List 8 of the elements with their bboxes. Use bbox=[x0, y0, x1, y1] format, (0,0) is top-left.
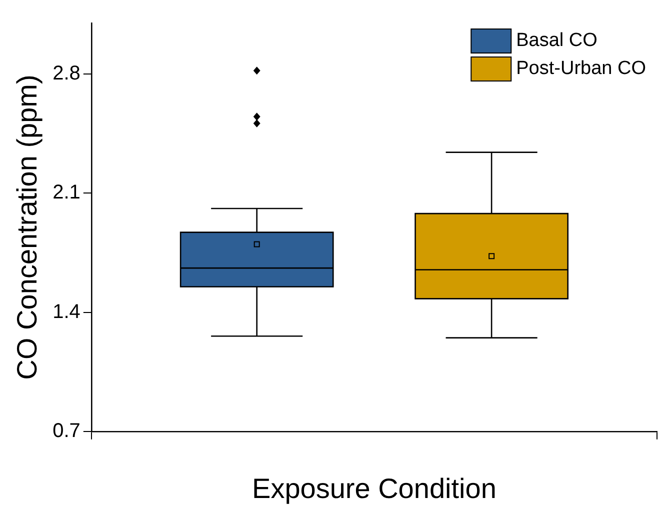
x-axis-title: Exposure Condition bbox=[252, 472, 496, 504]
legend-label: Post-Urban CO bbox=[516, 58, 646, 80]
y-tick-label: 2.8 bbox=[52, 62, 80, 85]
legend-label: Basal CO bbox=[516, 30, 598, 52]
y-tick-label: 0.7 bbox=[52, 420, 80, 442]
y-tick-label: 1.4 bbox=[52, 300, 80, 323]
y-tick-label: 2.1 bbox=[52, 182, 80, 204]
y-axis-title: CO Concentration (ppm) bbox=[12, 74, 43, 380]
